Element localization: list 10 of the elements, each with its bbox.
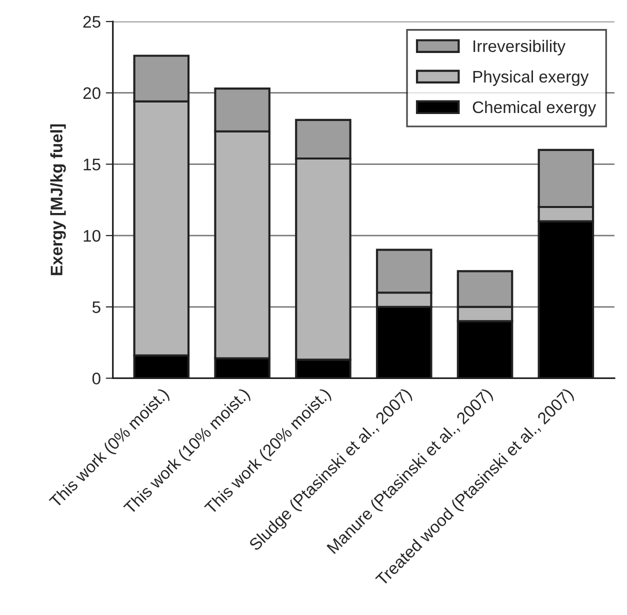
y-tick-label: 0 bbox=[92, 372, 100, 384]
y-tick-label: 10 bbox=[84, 230, 100, 242]
y-axis-title: Exergy [MJ/kg fuel] bbox=[50, 124, 66, 276]
y-tick-label: 25 bbox=[83, 16, 100, 28]
y-tick-label: 15 bbox=[84, 158, 100, 170]
legend-label: Chemical exergy bbox=[472, 100, 596, 116]
y-tick-label: 5 bbox=[92, 301, 100, 314]
legend-label: Irreversibility bbox=[474, 40, 566, 56]
y-tick-label: 20 bbox=[83, 87, 100, 100]
legend-label: Physical exergy bbox=[473, 70, 589, 86]
